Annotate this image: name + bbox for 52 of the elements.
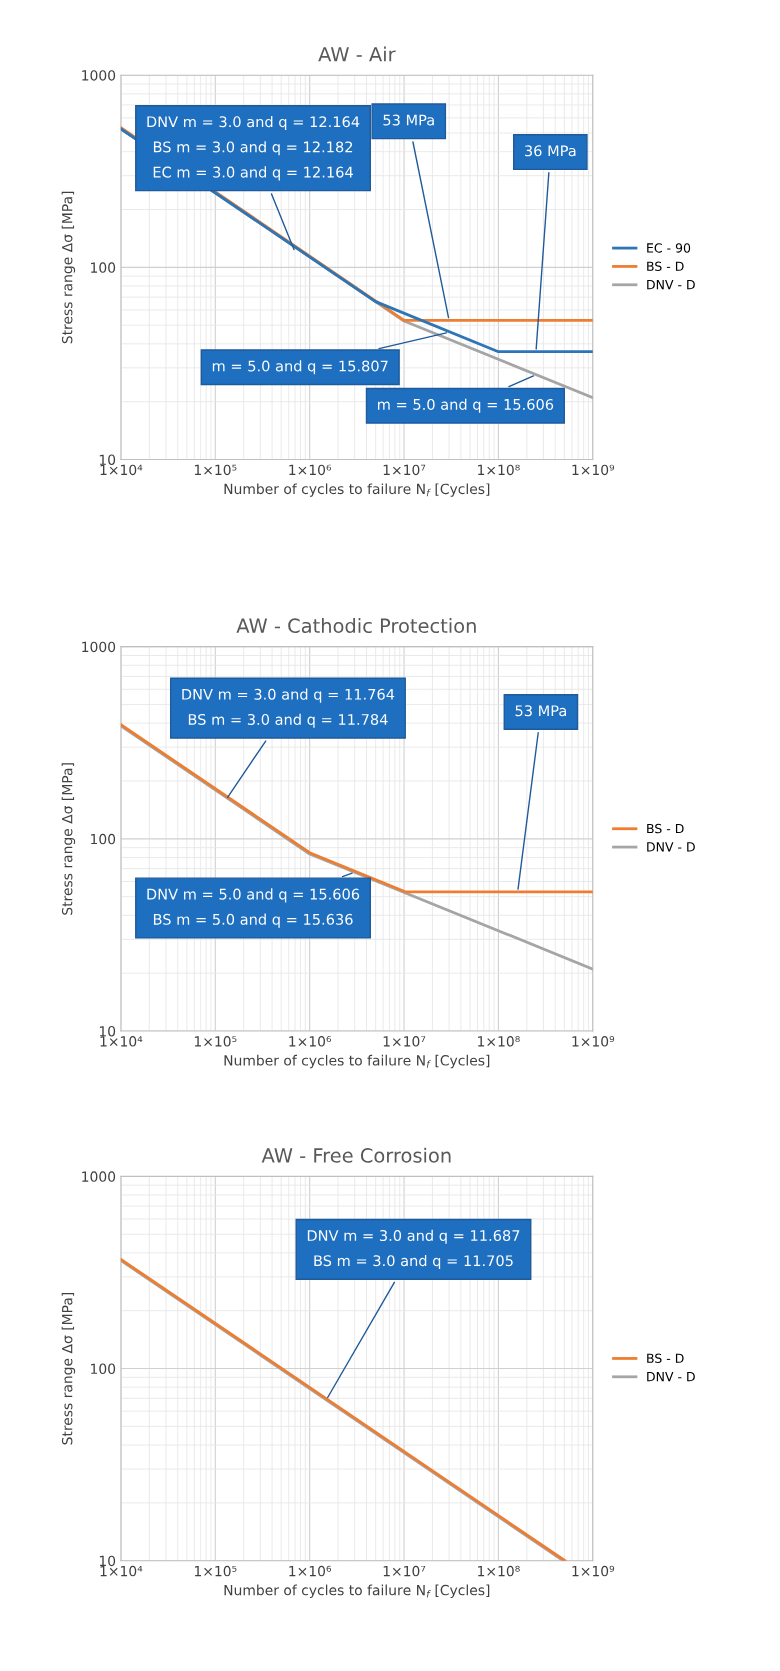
- chart-title: AW - Cathodic Protection: [236, 618, 476, 634]
- x-axis-title: Number of cycles to failure N$_{f}$ [Cycles]: [224, 1054, 490, 1069]
- y-tick-label: 1000: [82, 70, 116, 81]
- legend-label: DNV - D: [647, 280, 695, 290]
- x-tick-label: 1×10⁹: [572, 464, 615, 476]
- y-axis-title: Stress range Δσ [MPa]: [61, 763, 76, 915]
- x-tick-label: 1×10⁵: [194, 1565, 237, 1577]
- x-tick-label: 1×10⁴: [100, 1565, 143, 1577]
- annotation: m = 5.0 and q = 15.606: [378, 398, 554, 413]
- x-tick-label: 1×10⁴: [100, 1036, 143, 1047]
- x-axis-title: Number of cycles to failure N$_{f}$ [Cycles]: [224, 1584, 490, 1599]
- y-axis-title: Stress range Δσ [MPa]: [61, 191, 76, 344]
- x-tick-label: 1×10⁹: [572, 1036, 615, 1047]
- x-tick-label: 1×10⁶: [289, 1565, 332, 1577]
- x-tick-label: 1×10⁸: [478, 1565, 520, 1577]
- legend-label: BS - D: [647, 261, 684, 271]
- annotation: 53 MPa: [515, 705, 566, 717]
- y-axis-title: Stress range Δσ [MPa]: [61, 1292, 76, 1445]
- y-tick-label: 100: [91, 262, 116, 273]
- y-tick-label: 100: [91, 1363, 116, 1375]
- legend-label: DNV - D: [647, 842, 695, 852]
- annotation: DNV m = 3.0 and q = 11.687 BS m = 3.0 and q = 11.705: [307, 1229, 520, 1270]
- legend-label: DNV - D: [647, 1372, 695, 1382]
- x-tick-label: 1×10⁵: [194, 464, 237, 476]
- x-tick-label: 1×10⁷: [383, 464, 426, 476]
- y-tick-label: 100: [91, 833, 116, 845]
- annotation: m = 5.0 and q = 15.807: [212, 360, 388, 375]
- legend-label: EC - 90: [647, 243, 691, 253]
- x-tick-label: 1×10⁷: [383, 1036, 426, 1047]
- x-tick-label: 1×10⁴: [100, 464, 143, 476]
- x-tick-label: 1×10⁸: [478, 1036, 520, 1047]
- y-tick-label: 10: [99, 454, 116, 465]
- y-tick-label: 10: [99, 1555, 116, 1567]
- y-tick-label: 10: [99, 1025, 116, 1037]
- x-tick-label: 1×10⁵: [194, 1036, 237, 1047]
- legend-label: BS - D: [647, 823, 684, 834]
- legend-label: BS - D: [647, 1353, 684, 1363]
- x-tick-label: 1×10⁶: [289, 1036, 332, 1047]
- x-tick-label: 1×10⁸: [478, 464, 520, 476]
- x-axis-title: Number of cycles to failure N$_{f}$ [Cycles]: [224, 483, 490, 497]
- annotation: DNV m = 3.0 and q = 12.164 BS m = 3.0 and q = 12.182 EC m = 3.0 and q = 12.164: [147, 115, 360, 181]
- annotation: 36 MPa: [525, 145, 576, 157]
- annotation: DNV m = 3.0 and q = 11.764 BS m = 3.0 and q = 11.784: [182, 688, 395, 728]
- x-tick-label: 1×10⁶: [289, 464, 332, 476]
- x-tick-label: 1×10⁷: [383, 1565, 426, 1577]
- chart-title: AW - Air: [318, 46, 396, 62]
- annotation: DNV m = 5.0 and q = 15.606 BS m = 5.0 and q = 15.636: [147, 888, 360, 928]
- annotation: 53 MPa: [383, 114, 434, 126]
- y-tick-label: 1000: [82, 641, 116, 653]
- y-tick-label: 1000: [82, 1171, 116, 1182]
- chart-title: AW - Free Corrosion: [261, 1147, 451, 1163]
- x-tick-label: 1×10⁹: [572, 1565, 615, 1577]
